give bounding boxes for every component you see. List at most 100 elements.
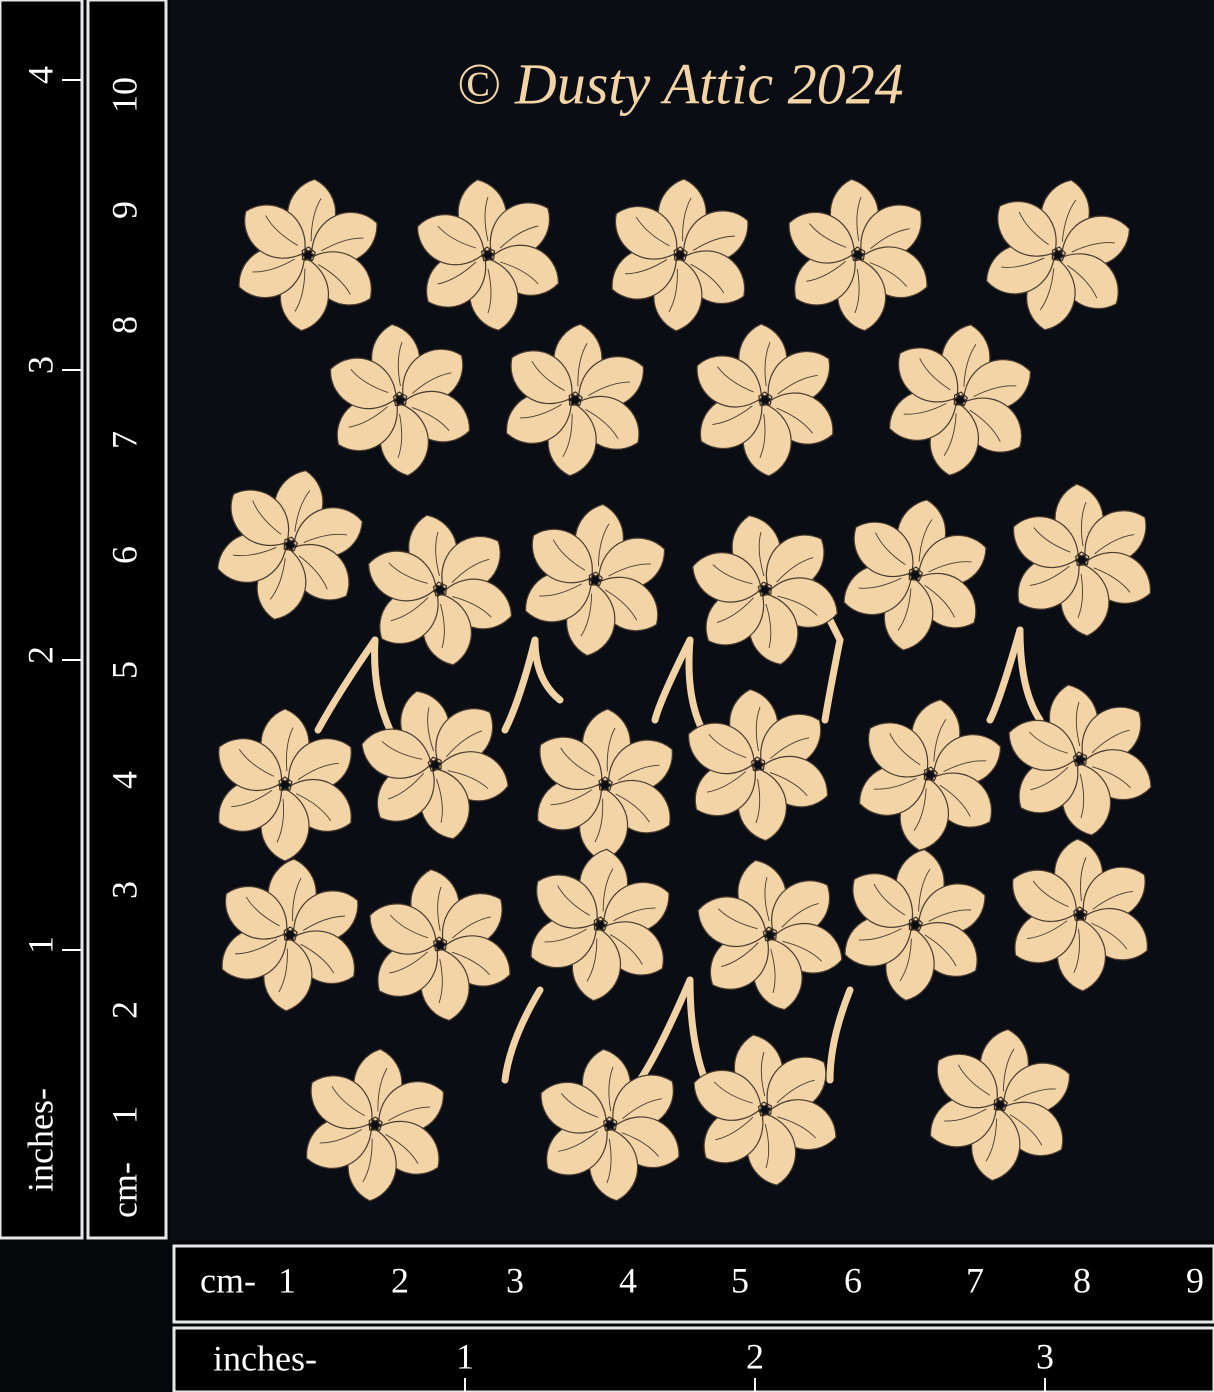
petal-vein	[389, 914, 429, 939]
petal-vein	[913, 788, 927, 832]
ruler-label: 1	[20, 936, 60, 954]
flower	[416, 179, 560, 331]
flower	[843, 499, 987, 651]
petal-vein	[303, 533, 348, 543]
petal-vein	[781, 902, 819, 928]
petal-vein	[717, 366, 754, 393]
petal-vein	[1073, 928, 1080, 973]
petal-vein	[1079, 773, 1085, 819]
petal-vein	[550, 789, 593, 806]
petal-vein	[1091, 922, 1128, 950]
petal	[224, 885, 288, 940]
ruler-label: 8	[104, 316, 144, 334]
petal	[510, 350, 573, 405]
petal-vein	[580, 593, 593, 637]
petal-vein	[718, 908, 758, 930]
petal-vein	[1032, 880, 1069, 908]
flower	[369, 868, 511, 1022]
stem	[636, 976, 694, 1084]
petal-vein	[873, 883, 906, 916]
petal-vein	[769, 771, 808, 797]
petal-vein	[706, 771, 746, 793]
petal-vein	[295, 793, 332, 821]
petal-vein	[1018, 211, 1049, 245]
petal-vein	[412, 372, 452, 394]
flower	[611, 178, 749, 332]
petal-vein	[615, 793, 650, 823]
ruler-inches-vertical	[0, 0, 84, 1240]
petal-vein	[606, 727, 616, 772]
flower	[985, 179, 1131, 331]
petal-vein	[1071, 242, 1115, 253]
flower	[888, 324, 1032, 476]
ruler-label: 3	[20, 356, 60, 374]
petal-vein	[445, 730, 483, 758]
petal-vein	[690, 263, 725, 294]
petal-vein	[782, 940, 822, 962]
petal-vein	[957, 1064, 991, 1096]
flower	[530, 848, 670, 1002]
ruler-labels: inches- 1 2 3 4 cm- 1 2 3 4 5 6 7 8 9 10 cm- 1 2 3 4 5 6 7 8 9 inc…	[20, 66, 1204, 1392]
petal-vein	[1002, 1048, 1015, 1092]
stem	[986, 626, 1024, 724]
petal-vein	[608, 1066, 614, 1112]
petal	[329, 357, 397, 410]
petal-vein	[451, 951, 491, 976]
flower-center	[993, 1096, 1008, 1112]
petal-vein	[755, 778, 761, 824]
flower-center	[953, 391, 969, 407]
petal-vein	[1075, 701, 1081, 747]
flower	[367, 514, 513, 666]
stem	[501, 636, 539, 734]
ruler-label: 4	[104, 771, 144, 789]
petal	[853, 521, 914, 578]
petal	[218, 738, 283, 792]
flower	[506, 323, 644, 477]
flower	[788, 178, 928, 332]
flower	[696, 323, 834, 477]
petal-vein	[919, 358, 951, 391]
petal-vein	[451, 916, 491, 939]
ruler-label: 3	[1036, 1336, 1054, 1376]
petal-vein	[1092, 890, 1134, 910]
petal-vein	[777, 1116, 817, 1139]
petal-vein	[918, 868, 931, 912]
petal-vein	[1094, 534, 1135, 555]
petal-vein	[943, 413, 957, 457]
ruler-label: 2	[391, 1260, 409, 1300]
petal-vein	[252, 258, 295, 273]
petal-vein	[387, 772, 425, 800]
petal-vein	[1080, 857, 1087, 902]
petal-vein	[758, 532, 765, 577]
petal-vein	[1001, 257, 1045, 268]
petal-vein	[388, 1106, 431, 1122]
petal	[539, 736, 603, 791]
petal-vein	[269, 558, 286, 600]
petal-vein	[806, 261, 846, 282]
ruler-label: 3	[104, 881, 144, 899]
petal-vein	[302, 915, 345, 931]
petal-vein	[436, 778, 443, 823]
flower-center	[750, 756, 766, 772]
petal-vein	[252, 500, 282, 535]
flower-center	[568, 391, 583, 406]
petal-vein	[889, 733, 921, 766]
petal-vein	[759, 413, 766, 458]
petal	[868, 722, 929, 778]
petal-vein	[635, 216, 670, 247]
petal	[697, 896, 767, 948]
petal-vein	[622, 1098, 662, 1119]
flower	[524, 503, 666, 657]
flower	[692, 515, 838, 665]
ruler-cm-horizontal	[172, 1244, 1214, 1324]
flower	[1008, 684, 1152, 836]
ruler-label: 2	[20, 646, 60, 664]
flower-center	[908, 916, 924, 932]
petal-vein	[427, 707, 434, 752]
flower-center	[762, 926, 777, 942]
petal-vein	[873, 777, 917, 790]
petal-vein	[388, 562, 428, 584]
flower-center	[283, 926, 298, 941]
petal-vein	[499, 225, 539, 249]
